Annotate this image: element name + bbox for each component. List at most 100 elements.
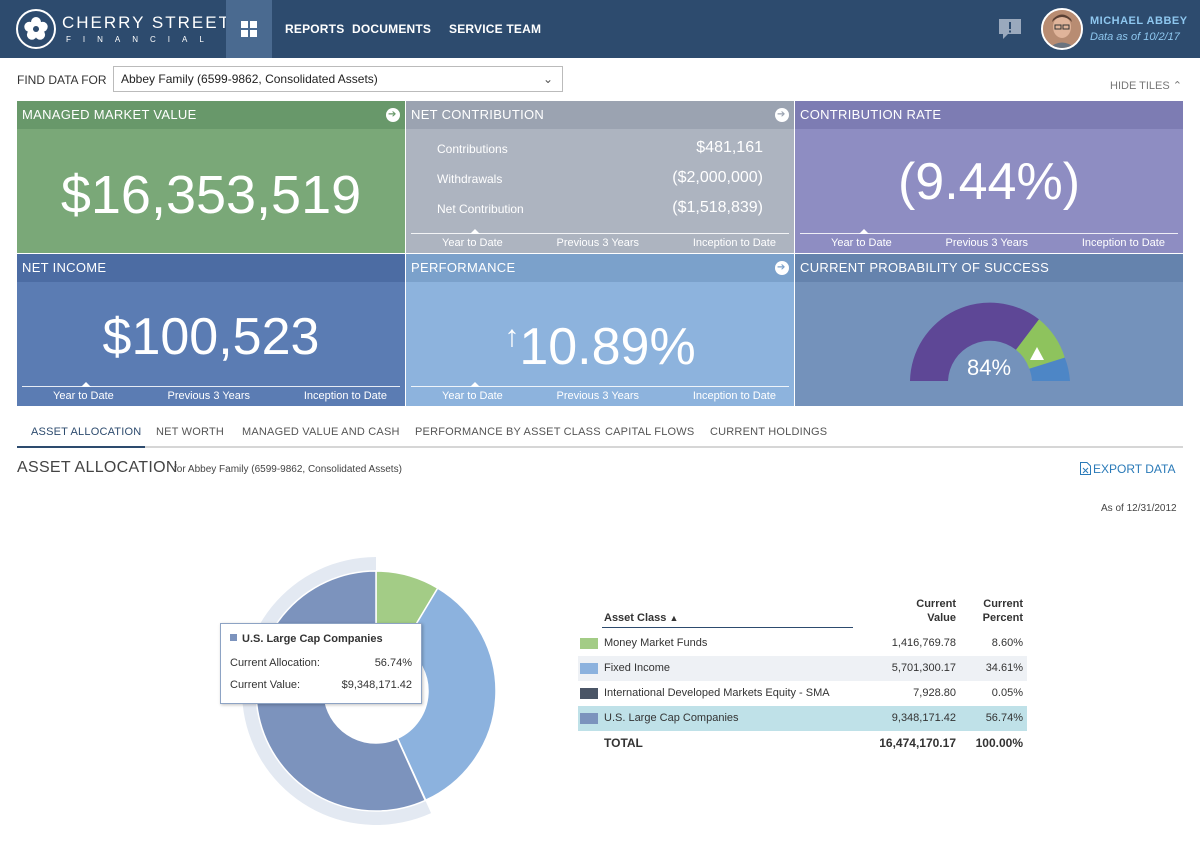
as-of-date: As of 12/31/2012 xyxy=(1101,503,1177,514)
tab-inception-to-date[interactable]: Inception to Date xyxy=(1081,237,1165,249)
performance-tile[interactable]: PERFORMANCE ↑10.89% Year to Date Previou… xyxy=(406,254,794,406)
tab-previous-3-years[interactable]: Previous 3 Years xyxy=(556,390,640,402)
current-value-column-header[interactable]: Current Value xyxy=(898,597,956,625)
table-header: Asset Class ▲ Current Value Current Perc… xyxy=(578,595,1027,631)
tooltip-value-label: Current Value: xyxy=(230,679,301,691)
tab-inception-to-date[interactable]: Inception to Date xyxy=(692,390,776,402)
table-row[interactable]: U.S. Large Cap Companies 9,348,171.42 56… xyxy=(578,706,1027,731)
tab-year-to-date[interactable]: Year to Date xyxy=(831,237,892,249)
tab-managed-value-and-cash[interactable]: MANAGED VALUE AND CASH xyxy=(242,426,400,438)
chart-tooltip: U.S. Large Cap Companies Current Allocat… xyxy=(220,623,422,704)
nav-service-team[interactable]: SERVICE TEAM xyxy=(449,22,542,36)
up-arrow-icon: ↑ xyxy=(504,320,520,353)
tile-title: MANAGED MARKET VALUE xyxy=(17,101,405,129)
selected-period-caret xyxy=(81,382,91,387)
grid-icon xyxy=(241,21,257,37)
contributions-label: Contributions xyxy=(437,142,508,156)
tab-year-to-date[interactable]: Year to Date xyxy=(442,390,503,402)
current-value: 5,701,300.17 xyxy=(891,662,956,674)
tile-title: NET INCOME xyxy=(17,254,405,282)
current-percent: 56.74% xyxy=(985,712,1023,724)
current-percent: 8.60% xyxy=(991,637,1023,649)
withdrawals-label: Withdrawals xyxy=(437,172,503,186)
asset-class-name: International Developed Markets Equity -… xyxy=(604,687,830,699)
header-underline xyxy=(602,627,853,628)
top-bar: CHERRY STREET FINANCIAL REPORTS DOCUMENT… xyxy=(0,0,1200,58)
period-tabs: Year to Date Previous 3 Years Inception … xyxy=(411,382,789,406)
probability-value: 84% xyxy=(966,355,1012,380)
tile-title: NET CONTRIBUTION xyxy=(406,101,794,129)
asset-class-name: U.S. Large Cap Companies xyxy=(604,712,739,724)
period-tabs: Year to Date Previous 3 Years Inception … xyxy=(800,229,1178,253)
export-data-button[interactable]: EXPORT DATA xyxy=(1080,462,1175,476)
asset-class-table: Asset Class ▲ Current Value Current Perc… xyxy=(578,595,1027,756)
tab-inception-to-date[interactable]: Inception to Date xyxy=(692,237,776,249)
tooltip-swatch xyxy=(230,634,237,641)
tab-inception-to-date[interactable]: Inception to Date xyxy=(303,390,387,402)
table-total-row: TOTAL 16,474,170.17 100.00% xyxy=(578,731,1027,756)
notification-icon[interactable] xyxy=(998,18,1022,40)
asset-class-name: Fixed Income xyxy=(604,662,671,674)
legend-swatch xyxy=(580,638,598,649)
chevron-down-icon: ⌄ xyxy=(542,72,553,86)
user-name[interactable]: MICHAEL ABBEY xyxy=(1090,15,1188,27)
legend-swatch xyxy=(580,713,598,724)
arrow-right-circle-icon[interactable] xyxy=(775,260,789,276)
managed-market-value-tile[interactable]: MANAGED MARKET VALUE $16,353,519 xyxy=(17,101,405,253)
asset-class-name: Money Market Funds xyxy=(604,637,708,649)
hide-tiles-button[interactable]: HIDE TILES ⌃ xyxy=(1110,79,1182,92)
tab-year-to-date[interactable]: Year to Date xyxy=(53,390,114,402)
contribution-rate-tile[interactable]: CONTRIBUTION RATE (9.44%) Year to Date P… xyxy=(795,101,1183,253)
tile-title: PERFORMANCE xyxy=(406,254,794,282)
net-income-value: $100,523 xyxy=(102,308,320,366)
nav-documents[interactable]: DOCUMENTS xyxy=(352,22,432,36)
tab-net-worth[interactable]: NET WORTH xyxy=(156,426,225,438)
performance-value: 10.89% xyxy=(519,318,696,376)
chevron-up-icon: ⌃ xyxy=(1172,80,1182,92)
tooltip-value-value: $9,348,171.42 xyxy=(341,679,412,691)
legend-swatch xyxy=(580,663,598,674)
tab-performance-by-asset-class[interactable]: PERFORMANCE BY ASSET CLASS xyxy=(415,426,601,438)
nav-reports[interactable]: REPORTS xyxy=(285,22,345,36)
tooltip-title: U.S. Large Cap Companies xyxy=(230,633,383,645)
probability-of-success-tile[interactable]: CURRENT PROBABILITY OF SUCCESS 84% xyxy=(795,254,1183,406)
asset-tabs: ASSET ALLOCATION NET WORTH MANAGED VALUE… xyxy=(17,419,1183,448)
arrow-right-circle-icon[interactable] xyxy=(386,107,400,123)
net-contribution-label: Net Contribution xyxy=(437,202,524,216)
tooltip-value-row: Current Value: $9,348,171.42 xyxy=(230,679,412,691)
gauge-pointer-icon xyxy=(1030,347,1044,360)
gauge-purple-segment xyxy=(910,302,1039,381)
current-percent-column-header[interactable]: Current Percent xyxy=(963,597,1023,625)
data-as-of-date: Data as of 10/2/17 xyxy=(1090,31,1180,43)
tab-current-holdings[interactable]: CURRENT HOLDINGS xyxy=(710,426,828,438)
legend-swatch xyxy=(580,688,598,699)
cherry-blossom-logo-icon[interactable] xyxy=(16,9,56,49)
asset-class-column-header[interactable]: Asset Class ▲ xyxy=(604,612,678,624)
tab-previous-3-years[interactable]: Previous 3 Years xyxy=(945,237,1029,249)
tooltip-title-text: U.S. Large Cap Companies xyxy=(242,633,383,645)
current-percent: 0.05% xyxy=(991,687,1023,699)
withdrawals-value: ($2,000,000) xyxy=(672,169,763,186)
current-value-header-line1: Current xyxy=(916,598,956,610)
tab-year-to-date[interactable]: Year to Date xyxy=(442,237,503,249)
net-contribution-tile[interactable]: NET CONTRIBUTION Contributions $481,161 … xyxy=(406,101,794,253)
net-income-tile[interactable]: NET INCOME $100,523 Year to Date Previou… xyxy=(17,254,405,406)
current-value-header-line2: Value xyxy=(927,612,956,624)
net-contribution-value: ($1,518,839) xyxy=(672,199,763,216)
table-row[interactable]: Money Market Funds 1,416,769.78 8.60% xyxy=(578,631,1027,656)
arrow-right-circle-icon[interactable] xyxy=(775,107,789,123)
current-percent-header-line1: Current xyxy=(983,598,1023,610)
table-row[interactable]: International Developed Markets Equity -… xyxy=(578,681,1027,706)
tab-previous-3-years[interactable]: Previous 3 Years xyxy=(167,390,251,402)
avatar[interactable] xyxy=(1041,8,1083,50)
tooltip-allocation-value: 56.74% xyxy=(374,657,412,669)
donut-slice-fixed-income[interactable] xyxy=(396,587,497,802)
dashboard-grid-button[interactable] xyxy=(226,0,272,58)
total-label: TOTAL xyxy=(604,736,643,750)
tab-asset-allocation[interactable]: ASSET ALLOCATION xyxy=(31,426,142,438)
tab-previous-3-years[interactable]: Previous 3 Years xyxy=(556,237,640,249)
account-select[interactable]: Abbey Family (6599-9862, Consolidated As… xyxy=(113,66,563,92)
tab-capital-flows[interactable]: CAPITAL FLOWS xyxy=(605,426,695,438)
table-row[interactable]: Fixed Income 5,701,300.17 34.61% xyxy=(578,656,1027,681)
selected-period-caret xyxy=(859,229,869,234)
